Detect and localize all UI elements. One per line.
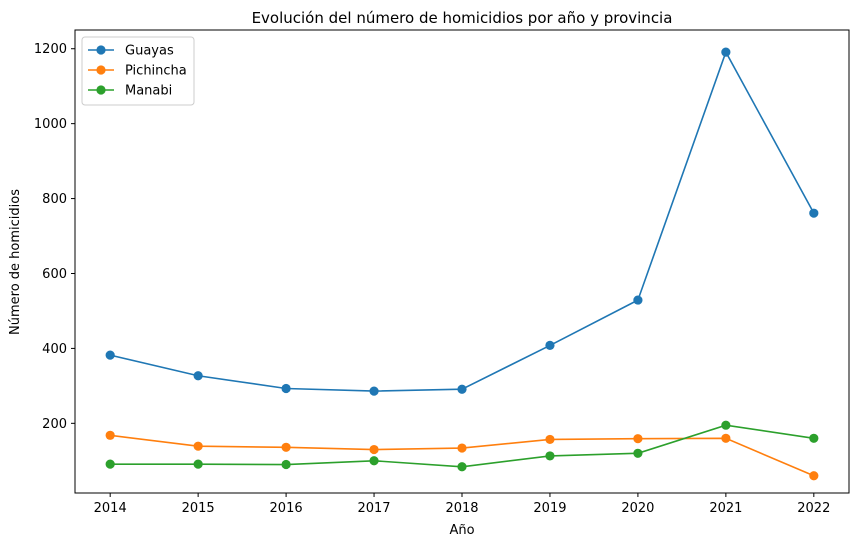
data-point	[193, 441, 203, 451]
chart-title: Evolución del número de homicidios por a…	[252, 9, 673, 27]
legend-item: Pichincha	[88, 64, 187, 79]
data-point	[545, 340, 555, 351]
legend-item: Guayas	[88, 44, 174, 59]
legend-item: Manabi	[88, 84, 172, 99]
x-tick-label: 2017	[357, 501, 390, 516]
series-line	[109, 50, 815, 392]
data-point	[369, 456, 379, 466]
x-tick-label: 2022	[797, 501, 830, 516]
data-point	[633, 448, 643, 458]
x-tick-label: 2014	[94, 501, 127, 516]
data-point	[809, 208, 819, 218]
series-layer	[105, 47, 819, 481]
y-axis-label: Número de homicidios	[8, 189, 23, 335]
data-point	[721, 47, 731, 57]
legend-marker	[96, 45, 106, 55]
data-point	[633, 434, 643, 444]
data-point	[105, 430, 115, 440]
x-tick-label: 2018	[445, 501, 478, 516]
y-tick-label: 200	[42, 417, 67, 432]
data-point	[105, 459, 115, 469]
x-tick-label: 2015	[182, 501, 215, 516]
data-point	[457, 443, 467, 453]
series-pichincha	[105, 430, 819, 481]
data-point	[809, 433, 819, 443]
data-point	[281, 383, 291, 394]
y-tick-label: 800	[42, 192, 67, 207]
data-point	[105, 350, 115, 360]
data-point	[457, 462, 467, 472]
data-point	[809, 471, 819, 481]
legend-label: Manabi	[125, 84, 172, 99]
legend-marker	[96, 65, 106, 75]
legend-marker	[96, 85, 106, 95]
data-point	[193, 371, 203, 381]
data-point	[369, 444, 379, 455]
data-point	[633, 295, 643, 305]
y-tick-label: 1200	[34, 42, 67, 57]
legend-label: Guayas	[125, 44, 174, 59]
legend: Guayas Pichincha Manabi	[81, 36, 195, 106]
data-point	[281, 459, 291, 470]
y-tick-label: 1000	[34, 117, 67, 132]
series-manabi	[105, 420, 819, 472]
data-point	[457, 384, 467, 394]
x-tick-label: 2021	[709, 501, 742, 516]
legend-box	[81, 36, 195, 106]
legend-label: Pichincha	[125, 64, 187, 79]
x-tick-label: 2016	[270, 501, 303, 516]
y-tick-label: 600	[42, 267, 67, 282]
series-guayas	[105, 47, 819, 396]
data-point	[545, 434, 555, 445]
data-point	[721, 420, 731, 430]
y-tick-label: 400	[42, 342, 67, 357]
data-point	[193, 459, 203, 469]
data-point	[369, 386, 379, 396]
data-point	[545, 451, 555, 461]
y-axis: 200 400 600 800 1000 1200	[34, 42, 75, 432]
x-tick-label: 2020	[621, 501, 654, 516]
x-axis-label: Año	[449, 523, 474, 538]
x-tick-label: 2019	[533, 501, 566, 516]
data-point	[281, 442, 291, 452]
data-point	[721, 433, 731, 443]
x-axis: 2014 2015 2016 2017 2018 2019 2020 2021 2022	[94, 493, 830, 516]
